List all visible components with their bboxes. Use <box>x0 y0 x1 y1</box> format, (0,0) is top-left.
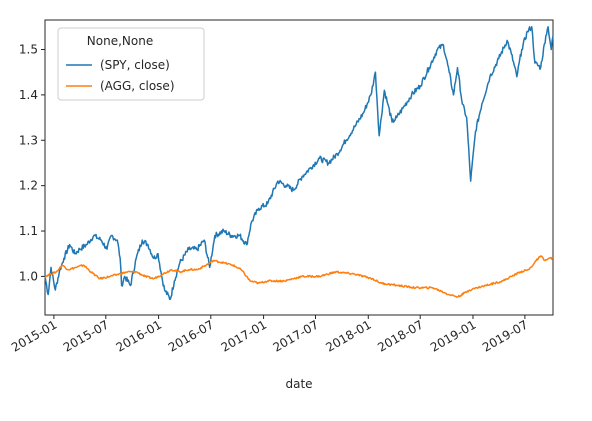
series-line <box>44 26 554 300</box>
legend-title: None,None <box>87 34 153 48</box>
x-tick-label: 2017-07 <box>271 317 321 354</box>
y-tick-label: 1.0 <box>19 269 38 283</box>
x-axis-label: date <box>285 377 312 391</box>
x-tick-label: 2019-01 <box>428 317 478 354</box>
legend: None,None (SPY, close) (AGG, close) <box>57 27 205 101</box>
series-lines <box>44 26 554 300</box>
series-line <box>44 255 554 298</box>
y-tick-label: 1.2 <box>19 179 38 193</box>
legend-box <box>57 27 205 101</box>
y-tick-label: 1.3 <box>19 133 38 147</box>
y-tick-label: 1.4 <box>19 88 38 102</box>
x-tick-label: 2016-07 <box>166 317 216 354</box>
y-tick-label: 1.1 <box>19 224 38 238</box>
x-axis: 2015-01 2015-07 2016-01 2016-07 2017-01 2017-… <box>9 315 530 355</box>
x-tick-label: 2015-01 <box>9 317 59 354</box>
x-tick-label: 2018-01 <box>323 317 373 354</box>
x-tick-label: 2019-07 <box>480 317 530 354</box>
legend-entry-label: (AGG, close) <box>100 79 175 93</box>
legend-entry-label: (SPY, close) <box>100 58 170 72</box>
y-tick-label: 1.5 <box>19 43 38 57</box>
plot-area-frame <box>44 19 554 316</box>
x-tick-label: 2016-01 <box>114 317 164 354</box>
x-tick-label: 2017-01 <box>219 317 269 354</box>
x-tick-label: 2015-07 <box>61 317 111 354</box>
y-axis: 1.0 1.1 1.2 1.3 1.4 1.5 <box>19 43 45 283</box>
legend-entries: (SPY, close) (AGG, close) <box>66 58 175 93</box>
x-tick-label: 2018-07 <box>375 317 425 354</box>
